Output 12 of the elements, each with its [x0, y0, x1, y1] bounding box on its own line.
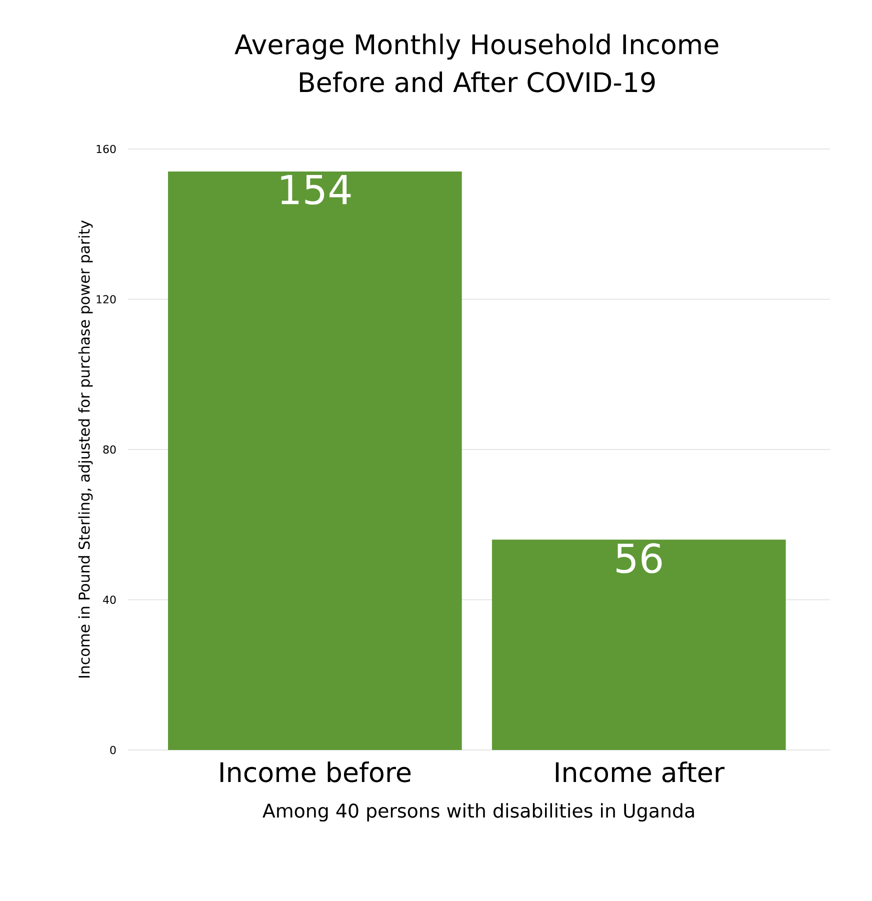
- chart-title: Average Monthly Household Income Before and After COVID-19: [234, 34, 718, 92]
- y-tick-label: 80: [103, 445, 116, 454]
- data-label: 56: [616, 543, 662, 574]
- data-label: 154: [281, 175, 351, 205]
- y-tick-label: 120: [96, 295, 116, 304]
- y-tick-label: 40: [103, 596, 116, 604]
- x-tick-label: Income before: [220, 762, 411, 782]
- x-axis-title: Among 40 persons with disabilities in Uganda: [262, 803, 694, 822]
- y-tick-label: 160: [96, 144, 116, 154]
- y-axis-title: Income in Pound Sterling, adjusted for purchase power parity: [78, 220, 93, 678]
- y-tick-label: 0: [110, 746, 116, 754]
- x-tick-label: Income after: [556, 762, 724, 782]
